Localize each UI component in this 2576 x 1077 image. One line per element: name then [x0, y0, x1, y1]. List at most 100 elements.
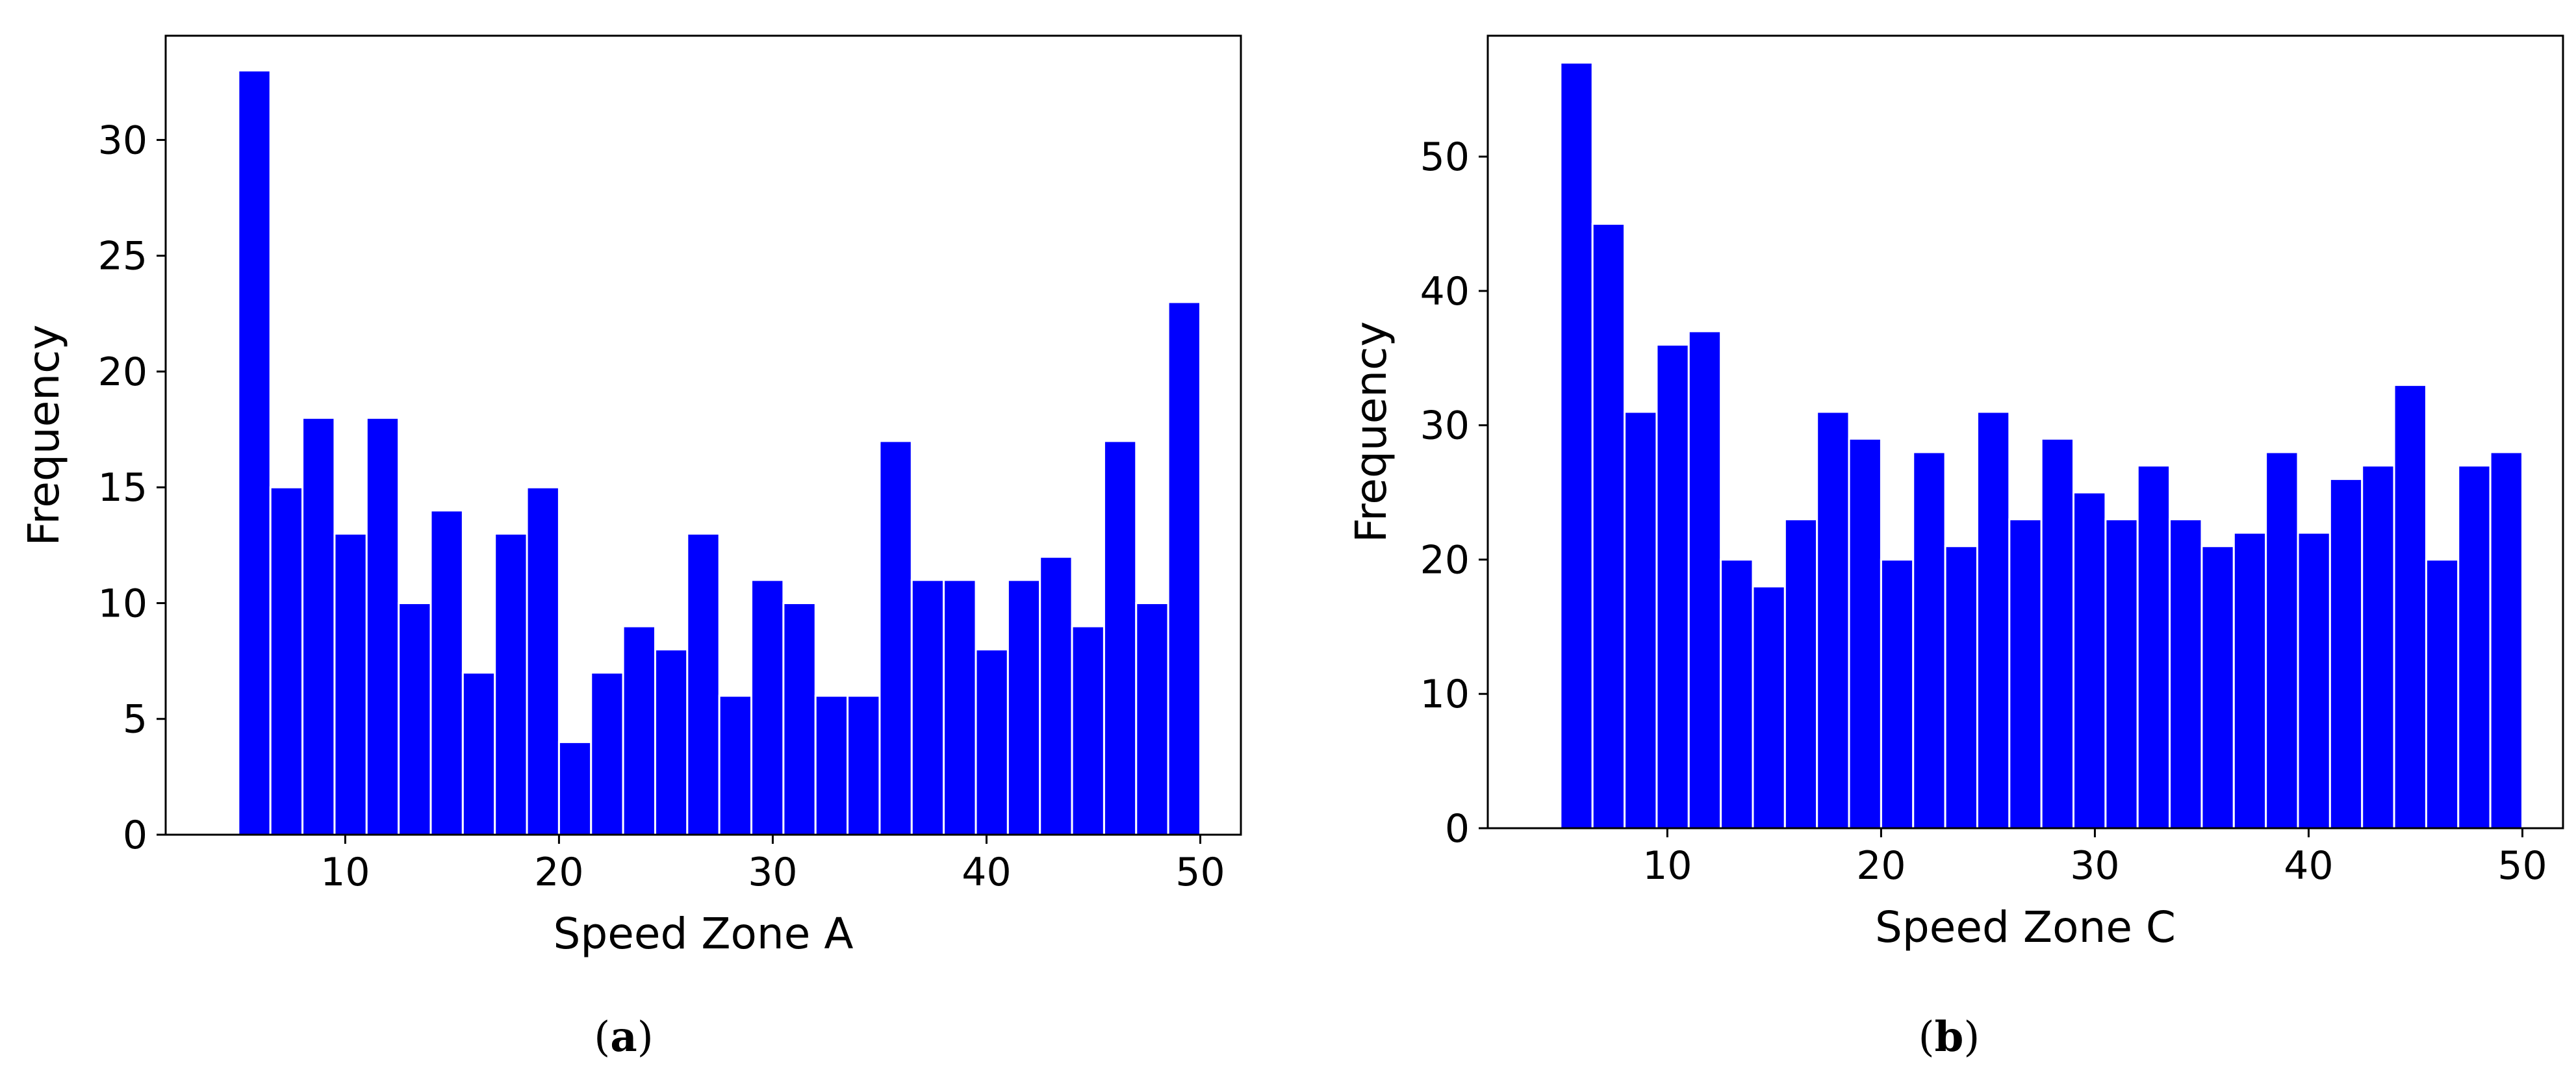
histogram-bar	[2040, 437, 2075, 830]
histogram-bar	[1687, 330, 1722, 830]
histogram-bar	[943, 579, 977, 836]
y-tick-label: 20	[1420, 537, 1470, 583]
histogram-bar	[1591, 222, 1626, 830]
x-axis-label: Speed Zone C	[1875, 902, 2176, 952]
y-tick-label: 5	[123, 697, 147, 742]
x-tick-label: 10	[1642, 843, 1692, 889]
histogram-bar	[494, 533, 528, 836]
histogram-bar	[2265, 451, 2299, 830]
plot-frame	[164, 34, 1242, 836]
histogram-bar	[1071, 625, 1105, 836]
histogram-bar	[1752, 585, 1786, 830]
x-tick-label: 20	[1856, 843, 1906, 889]
x-tick-label: 30	[2070, 843, 2119, 889]
y-tick-label: 10	[1420, 672, 1470, 717]
panel-caption: (b)	[1919, 1013, 1980, 1061]
y-tick-label: 30	[98, 118, 147, 163]
y-tick-label: 30	[1420, 403, 1470, 449]
histogram-bar	[398, 602, 432, 836]
histogram-bar	[301, 416, 336, 836]
y-tick-label: 25	[98, 234, 147, 279]
histogram-bar	[1848, 437, 1882, 830]
histogram-bar	[526, 486, 560, 836]
x-axis-label: Speed Zone A	[553, 909, 853, 959]
histogram-bar	[2136, 464, 2171, 830]
histogram-bar	[622, 625, 656, 836]
histogram-bar	[1783, 518, 1818, 830]
y-tick-label: 0	[1445, 806, 1470, 852]
x-tick-label: 10	[320, 850, 370, 895]
histogram-bar	[557, 741, 593, 836]
x-tick-label: 40	[962, 850, 1011, 895]
histogram-bar	[2425, 558, 2460, 830]
histogram-bar	[878, 440, 913, 836]
histogram-bar	[1816, 411, 1850, 830]
histogram-bar	[2393, 384, 2427, 830]
y-tick-label: 20	[98, 349, 147, 395]
histogram-bar	[782, 602, 817, 836]
caption-open: (	[1919, 1013, 1935, 1061]
histogram-bar	[1006, 579, 1041, 836]
y-tick-label: 15	[98, 465, 147, 511]
histogram-bar	[847, 694, 881, 836]
caption-letter: a	[610, 1013, 637, 1061]
histogram-bar	[2361, 464, 2395, 830]
histogram-bar	[750, 579, 785, 836]
panel-caption: (a)	[594, 1013, 653, 1061]
histogram-bar	[2297, 531, 2331, 830]
histogram-bar	[975, 648, 1009, 836]
y-tick-label: 40	[1420, 269, 1470, 314]
histogram-bar	[2489, 451, 2523, 830]
histogram-bar	[686, 533, 721, 836]
y-tick-label: 50	[1420, 134, 1470, 180]
histogram-bar	[1039, 555, 1073, 836]
caption-letter: b	[1935, 1013, 1964, 1061]
chart-panel-b: 10 20 30 40 50 0 10 20 30 40 50 Speed Zone C Frequen…	[1346, 34, 2564, 1061]
caption-close: )	[1963, 1013, 1980, 1061]
x-tick-label: 40	[2284, 843, 2333, 889]
histogram-bar	[429, 509, 464, 836]
histogram-bar	[2200, 545, 2235, 830]
histogram-bar	[1135, 602, 1169, 836]
caption-close: )	[637, 1013, 654, 1061]
histogram-bar	[654, 648, 689, 836]
histogram-bar	[1944, 545, 1978, 830]
histogram-bar	[269, 486, 304, 836]
y-tick-label: 10	[98, 581, 147, 626]
histogram-bar	[910, 579, 945, 836]
y-axis-label: Frequency	[1346, 322, 1396, 543]
x-tick-label: 30	[748, 850, 797, 895]
histogram-bar	[2328, 477, 2364, 830]
chart-panel-a: 10 20 30 40 50 0 5 10 15 20 25 30 Speed Zone A Freque…	[19, 34, 1242, 1061]
histogram-bar	[1976, 411, 2011, 830]
y-tick-label: 0	[123, 813, 147, 858]
histogram-bar	[1624, 411, 1658, 830]
histogram-bar	[814, 694, 849, 836]
histogram-bar	[1912, 451, 1946, 830]
histogram-bar	[365, 416, 400, 836]
histogram-bar	[333, 533, 368, 836]
histogram-bar	[237, 69, 272, 836]
plot-frame	[1486, 34, 2564, 830]
histogram-bar	[461, 671, 496, 836]
histogram-bar	[1167, 301, 1201, 836]
histogram-bar	[1720, 558, 1754, 830]
histogram-bar	[2169, 518, 2203, 830]
histogram-bar	[2232, 531, 2267, 830]
histogram-bar	[1655, 344, 1690, 830]
histogram-bar	[2457, 464, 2492, 830]
histogram-bar	[590, 671, 624, 836]
histogram-bar	[1880, 558, 1915, 830]
caption-open: (	[594, 1013, 610, 1061]
histogram-bar	[2104, 518, 2139, 830]
y-axis-label: Frequency	[19, 325, 69, 546]
histogram-bar	[718, 694, 753, 836]
histogram-bar	[2008, 518, 2043, 830]
x-tick-label: 20	[534, 850, 583, 895]
histogram-bar	[1103, 440, 1138, 836]
histogram-bar	[1559, 61, 1594, 830]
x-tick-label: 50	[2497, 843, 2547, 889]
histogram-bar	[2072, 491, 2107, 830]
x-tick-label: 50	[1175, 850, 1225, 895]
